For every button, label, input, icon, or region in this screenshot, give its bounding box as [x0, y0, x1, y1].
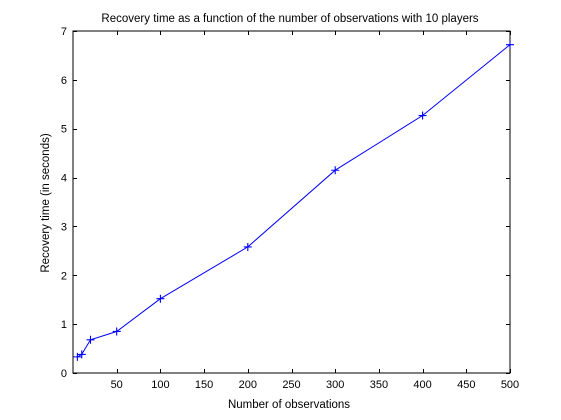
data-point-marker [112, 327, 121, 336]
x-tick-label: 200 [239, 379, 257, 391]
x-tick-label: 400 [413, 379, 431, 391]
plot-frame [72, 30, 511, 374]
data-point-marker [77, 350, 86, 359]
x-tick-label: 500 [501, 379, 519, 391]
data-point-marker [331, 166, 340, 175]
x-tick-label: 300 [326, 379, 344, 391]
data-point-marker [86, 335, 95, 344]
y-tick-label: 1 [61, 319, 67, 331]
data-point-marker [418, 111, 427, 120]
data-point-marker [73, 352, 82, 361]
y-tick-label: 3 [61, 221, 67, 233]
x-tick-label: 100 [151, 379, 169, 391]
x-tick-label: 350 [370, 379, 388, 391]
y-tick-label: 4 [61, 173, 67, 185]
y-tick-label: 6 [61, 75, 67, 87]
y-tick-label: 0 [61, 368, 67, 380]
data-point-marker [243, 242, 252, 251]
x-tick-label: 450 [457, 379, 475, 391]
x-axis-label: Number of observations [228, 399, 350, 411]
y-axis-label: Recovery time (in seconds) [40, 133, 52, 272]
x-tick-label: 250 [282, 379, 300, 391]
y-tick-label: 5 [61, 124, 67, 136]
y-tick-label: 7 [61, 26, 67, 38]
data-point-marker [156, 294, 165, 303]
data-point-marker [506, 40, 514, 49]
x-tick-label: 50 [111, 379, 123, 391]
plot-area: 50 100 150 200 250 300 350 400 450 500 0 1 2 3 4 5 6 7 [61, 26, 519, 391]
x-tick-label: 150 [195, 379, 213, 391]
chart-title: Recovery time as a function of the numbe… [101, 13, 478, 25]
y-tick-label: 2 [61, 270, 67, 282]
